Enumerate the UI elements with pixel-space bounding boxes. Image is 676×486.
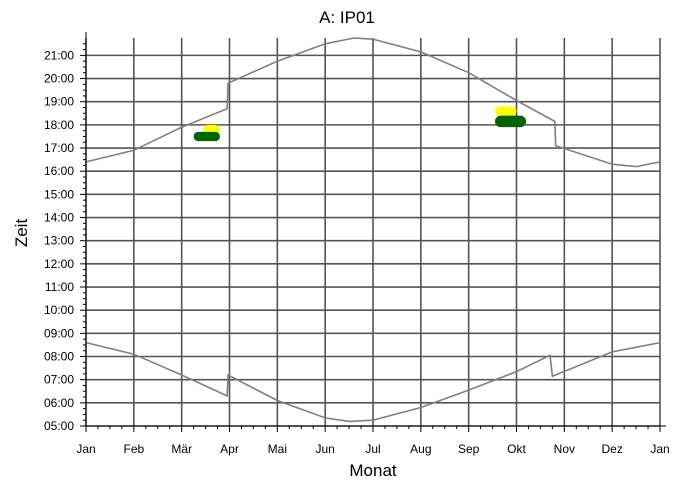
y-tick-label: 14:00: [44, 211, 74, 225]
marker-blob: [494, 106, 517, 116]
marker-blob: [494, 115, 527, 128]
y-tick-label: 07:00: [44, 373, 74, 387]
x-tick-label: Mai: [268, 442, 287, 456]
series-line: [85, 341, 661, 423]
x-tick-label: Mär: [171, 442, 192, 456]
y-tick-label: 18:00: [44, 118, 74, 132]
y-tick-label: 20:00: [44, 72, 74, 86]
axes: Jan Feb Mär Apr Mai Jun Jul Aug Sep Okt Nov Dez Jan0…: [44, 32, 670, 456]
y-tick-label: 21:00: [44, 48, 74, 62]
y-tick-label: 09:00: [44, 326, 74, 340]
x-tick-label: Jan: [650, 442, 669, 456]
y-tick-label: 06:00: [44, 396, 74, 410]
y-tick-label: 17:00: [44, 141, 74, 155]
y-tick-label: 05:00: [44, 419, 74, 433]
x-tick-label: Jul: [365, 442, 380, 456]
y-tick-label: 19:00: [44, 95, 74, 109]
x-tick-label: Jun: [315, 442, 334, 456]
series-line: [85, 37, 661, 168]
x-tick-label: Feb: [123, 442, 144, 456]
x-tick-label: Aug: [410, 442, 431, 456]
x-axis-label: Monat: [349, 461, 397, 480]
y-tick-label: 11:00: [45, 280, 74, 294]
marker-layer: [193, 106, 527, 142]
x-tick-label: Sep: [458, 442, 480, 456]
chart-title: A: IP01: [319, 8, 375, 27]
y-tick-label: 12:00: [44, 257, 74, 271]
y-axis-label: Zeit: [12, 219, 31, 248]
y-tick-label: 10:00: [44, 303, 74, 317]
x-tick-label: Okt: [507, 442, 526, 456]
y-tick-label: 13:00: [44, 234, 74, 248]
x-tick-label: Jan: [76, 442, 95, 456]
series-layer: [85, 37, 661, 423]
marker-blob: [193, 131, 220, 142]
y-tick-label: 16:00: [44, 164, 74, 178]
y-tick-label: 08:00: [44, 350, 74, 364]
x-tick-label: Apr: [220, 442, 239, 456]
x-tick-label: Nov: [554, 442, 575, 456]
y-tick-label: 15:00: [44, 187, 74, 201]
x-tick-label: Dez: [601, 442, 622, 456]
